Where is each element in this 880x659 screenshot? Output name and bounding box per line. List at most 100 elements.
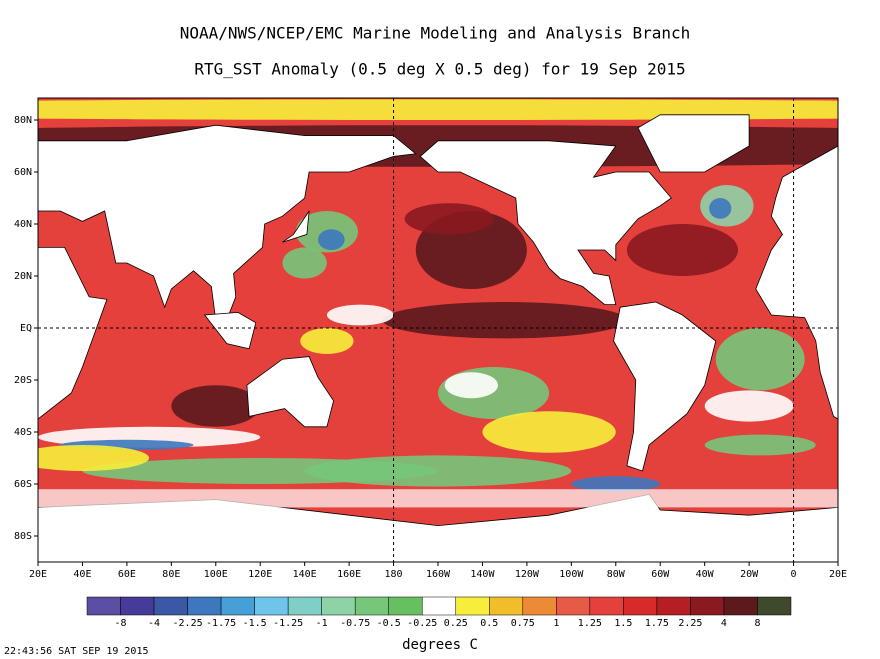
lon-label: 180	[385, 569, 403, 580]
land	[203, 311, 257, 350]
anomaly-patch	[704, 434, 816, 456]
lon-label: 20W	[740, 569, 759, 580]
lon-label: 140W	[470, 569, 495, 580]
lon-label: 100W	[559, 569, 584, 580]
colorbar-box	[522, 596, 557, 616]
anomaly-patch	[709, 198, 732, 219]
colorbar-label: 1.75	[645, 618, 669, 629]
colorbar-label: -1.5	[243, 618, 267, 629]
colorbar-box	[153, 596, 188, 616]
colorbar-label: -0.75	[340, 618, 370, 629]
lat-label: 20S	[14, 375, 32, 386]
colorbar-label: -4	[148, 618, 160, 629]
colorbar-box	[120, 596, 155, 616]
lon-label: 100E	[204, 569, 228, 580]
lat-label: EQ	[20, 323, 32, 334]
colorbar-label: 0.5	[480, 618, 498, 629]
colorbar-box	[86, 596, 121, 616]
colorbar-box	[656, 596, 691, 616]
lat-label: 60S	[14, 479, 32, 490]
anomaly-patch	[571, 476, 661, 492]
colorbar-label: 1.25	[578, 618, 602, 629]
colorbar-label: -1.25	[273, 618, 303, 629]
land	[38, 124, 417, 326]
colorbar-box	[321, 596, 356, 616]
colorbar-box	[455, 596, 490, 616]
anomaly-patch	[482, 411, 616, 453]
anomaly-patch	[404, 203, 494, 235]
colorbar-box	[623, 596, 658, 616]
anomaly-patch	[715, 328, 805, 391]
title: NOAA/NWS/NCEP/EMC Marine Modeling and An…	[180, 24, 691, 43]
colorbar-label: 0.75	[511, 618, 535, 629]
lat-label: 20N	[14, 271, 32, 282]
lon-label: 80W	[607, 569, 626, 580]
anomaly-patch	[82, 458, 438, 484]
lon-label: 60E	[118, 569, 136, 580]
lat-label: 40N	[14, 219, 32, 230]
colorbar-box	[388, 596, 423, 616]
anomaly-patch	[282, 247, 327, 279]
land	[246, 356, 334, 428]
lon-label: 20E	[829, 569, 847, 580]
colorbar-box	[589, 596, 624, 616]
colorbar-box	[220, 596, 255, 616]
lon-label: 160W	[426, 569, 451, 580]
colorbar-label: 1.5	[614, 618, 632, 629]
colorbar-box	[690, 596, 725, 616]
anomaly-patch	[704, 390, 794, 422]
timestamp: 22:43:56 SAT SEP 19 2015	[4, 646, 149, 657]
anomaly-patch	[171, 385, 261, 427]
subtitle: RTG_SST Anomaly (0.5 deg X 0.5 deg) for …	[194, 60, 685, 79]
anomaly-patch	[444, 372, 499, 399]
sst-field	[38, 98, 838, 562]
colorbar-box	[187, 596, 222, 616]
colorbar-label: -1	[316, 618, 328, 629]
colorbar-box	[287, 596, 322, 616]
land	[637, 114, 750, 173]
lon-label: 0	[791, 569, 797, 580]
lon-label: 40E	[73, 569, 91, 580]
colorbar-box	[723, 596, 758, 616]
lon-label: 60W	[651, 569, 670, 580]
colorbar-label: -0.25	[407, 618, 437, 629]
land	[419, 140, 672, 306]
colorbar-box	[489, 596, 524, 616]
land	[755, 145, 838, 420]
lat-label: 40S	[14, 427, 32, 438]
anomaly-patch	[626, 224, 738, 276]
colorbar-label: 8	[754, 618, 760, 629]
colorbar-label: -1.75	[206, 618, 236, 629]
lat-label: 80S	[14, 531, 32, 542]
lon-label: 120E	[248, 569, 272, 580]
colorbar-box	[757, 596, 792, 616]
lon-label: 140E	[293, 569, 317, 580]
lon-label: 80E	[162, 569, 180, 580]
colorbar-label: -8	[115, 618, 127, 629]
colorbar-label: 2.25	[678, 618, 702, 629]
colorbar-label: 1	[553, 618, 559, 629]
land	[282, 210, 310, 243]
sea-ice	[38, 489, 838, 508]
lon-label: 160E	[337, 569, 361, 580]
lon-label: 20E	[29, 569, 47, 580]
land	[613, 301, 717, 472]
colorbar-box	[354, 596, 389, 616]
anomaly-patch	[300, 328, 354, 354]
lat-label: 80N	[14, 115, 32, 126]
anomaly-patch	[382, 302, 627, 339]
colorbar-label: 4	[721, 618, 727, 629]
anomaly-patch	[38, 445, 150, 471]
anomaly-patch	[326, 304, 394, 326]
colorbar-box	[556, 596, 591, 616]
anomaly-patch	[318, 229, 345, 251]
land	[38, 246, 108, 420]
lon-label: 120W	[515, 569, 540, 580]
colorbar-label: -0.5	[377, 618, 401, 629]
colorbar-label: -2.25	[173, 618, 203, 629]
colorbar-box	[421, 596, 457, 616]
colorbar-unit: degrees C	[402, 637, 478, 653]
colorbar-label: 0.25	[444, 618, 468, 629]
colorbar-box	[254, 596, 289, 616]
